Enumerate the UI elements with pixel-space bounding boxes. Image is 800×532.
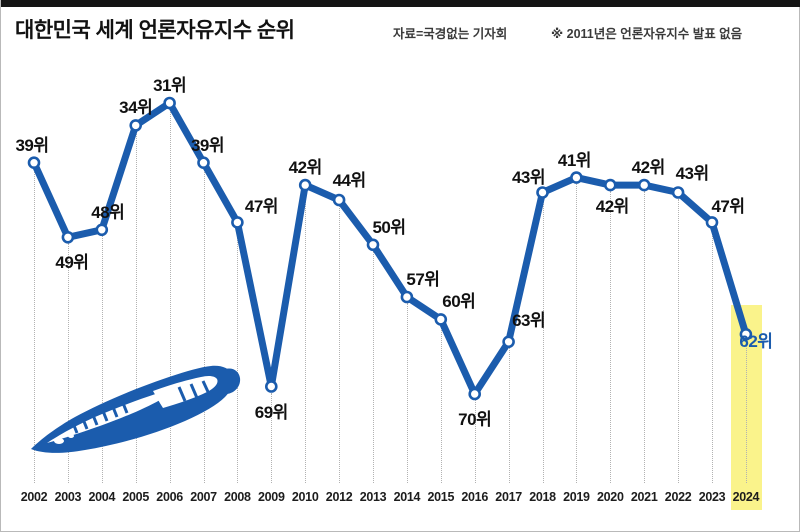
gridline	[474, 400, 476, 483]
gridline	[644, 191, 646, 483]
gridline	[135, 131, 137, 483]
gridline	[576, 183, 578, 483]
data-point-marker[interactable]	[264, 380, 278, 393]
data-point-marker[interactable]	[95, 223, 109, 237]
data-label: 42위	[595, 197, 630, 217]
data-point-marker[interactable]	[129, 119, 142, 132]
data-point-marker[interactable]	[705, 216, 719, 229]
gridline	[678, 198, 680, 483]
data-point-marker[interactable]	[231, 216, 244, 229]
x-axis-label: 2005	[122, 490, 149, 504]
data-point-marker[interactable]	[603, 178, 617, 192]
data-point-marker[interactable]	[434, 313, 448, 326]
x-axis-label: 2018	[529, 490, 556, 504]
data-label: 62위	[739, 332, 773, 352]
data-label: 39위	[190, 135, 225, 155]
gridline	[508, 347, 510, 483]
x-axis-label: 2022	[664, 490, 692, 504]
footnote-note: ※ 2011년은 언론자유지수 발표 없음	[551, 27, 743, 41]
data-point-marker[interactable]	[61, 231, 75, 244]
pen-icon	[29, 357, 244, 457]
data-point-marker[interactable]	[502, 335, 515, 349]
x-axis-label: 2016	[461, 490, 488, 504]
data-point-marker[interactable]	[570, 171, 583, 184]
x-axis-label: 2023	[698, 490, 726, 504]
chart-plot-area: 39위 49위 48위 34위 31위 39위 47위 69위 42위 44위 50위 57위 60위 7…	[1, 52, 800, 510]
gridline	[67, 243, 69, 483]
gridline	[712, 228, 713, 483]
gridline	[339, 206, 341, 483]
x-axis-label: 2012	[325, 490, 353, 504]
x-axis-label: 2015	[427, 490, 455, 504]
data-point-marker[interactable]	[332, 193, 346, 207]
data-point-marker[interactable]	[27, 156, 41, 169]
data-point-marker[interactable]	[197, 156, 210, 169]
data-label: 42위	[288, 158, 323, 178]
data-point-marker[interactable]	[468, 387, 482, 401]
x-axis-label: 2021	[630, 490, 658, 504]
data-label: 48위	[91, 202, 125, 222]
data-label: 50위	[372, 217, 406, 237]
gridline	[440, 325, 442, 483]
data-label: 57위	[406, 270, 440, 289]
data-label: 39위	[15, 135, 49, 155]
page-title: 대한민국 세계 언론자유지수 순위	[15, 19, 295, 42]
top-accent-bar	[1, 0, 800, 7]
source-credit: 자료=국경없는 기자회	[393, 27, 508, 41]
x-axis-label: 2014	[393, 490, 421, 504]
data-label: 60위	[442, 292, 476, 312]
data-point-marker[interactable]	[366, 238, 380, 252]
data-point-marker[interactable]	[163, 96, 176, 110]
data-point-marker[interactable]	[671, 186, 685, 199]
x-axis-label: 2009	[257, 490, 285, 504]
x-axis-label: 2007	[190, 490, 217, 504]
data-label: 34위	[119, 98, 153, 118]
x-axis-label: 2002	[20, 490, 48, 504]
data-label: 31위	[153, 76, 187, 95]
gridline	[271, 392, 273, 483]
x-axis-label: 2004	[88, 490, 116, 504]
data-label: 70위	[458, 410, 492, 429]
data-label: 43위	[675, 163, 710, 183]
x-axis-label: 2010	[291, 490, 319, 504]
gridline	[203, 168, 205, 483]
data-label: 63위	[512, 310, 546, 330]
x-axis-label: 2019	[563, 490, 590, 504]
gridline	[745, 340, 747, 483]
x-axis-label: 2024	[732, 490, 760, 504]
x-axis-label: 2003	[54, 490, 82, 504]
line-series	[27, 96, 753, 401]
gridline	[101, 235, 103, 483]
gridline	[406, 303, 408, 483]
x-axis-label: 2008	[224, 490, 251, 504]
data-label: 49위	[55, 253, 89, 273]
gridline	[610, 191, 612, 483]
data-label: 47위	[711, 197, 745, 217]
data-label: 69위	[254, 402, 289, 422]
data-label: 47위	[244, 197, 279, 217]
gridline	[34, 168, 35, 483]
data-label: 42위	[631, 158, 666, 178]
data-point-marker[interactable]	[739, 327, 753, 341]
data-point-marker[interactable]	[637, 178, 651, 192]
x-axis-label: 2006	[156, 490, 183, 504]
data-label: 41위	[557, 150, 592, 170]
data-point-marker[interactable]	[536, 186, 549, 199]
data-label: 44위	[332, 171, 367, 190]
data-point-marker[interactable]	[400, 290, 414, 304]
gridline	[237, 228, 239, 483]
data-label: 43위	[511, 167, 546, 187]
x-axis-label: 2017	[495, 490, 522, 504]
gridline	[169, 109, 171, 483]
x-axis-label: 2020	[596, 490, 624, 504]
data-point-marker[interactable]	[298, 178, 312, 192]
gridline	[542, 198, 544, 483]
x-axis-label: 2013	[359, 490, 387, 504]
gridline	[305, 191, 307, 483]
gridline	[373, 250, 374, 483]
